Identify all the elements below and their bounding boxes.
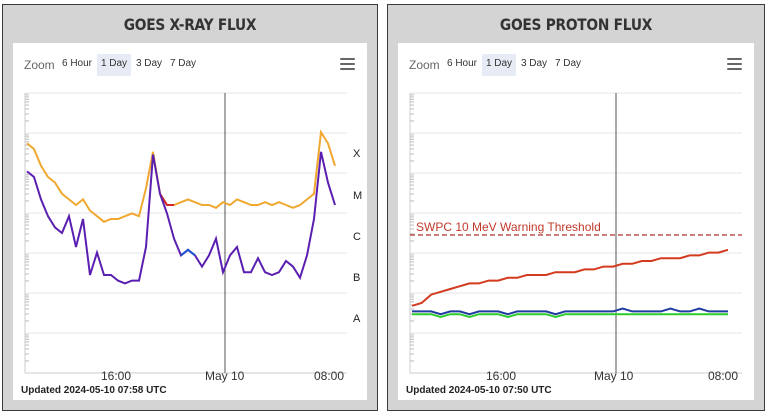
class-label-x: X: [353, 148, 361, 160]
proton-updated-timestamp: Updated 2024-05-10 07:50 UTC: [406, 385, 552, 396]
x-tick-may10: May 10: [205, 369, 245, 383]
zoom-3-day-button[interactable]: 3 Day: [135, 58, 163, 69]
x-tick-may10: May 10: [594, 369, 634, 383]
zoom-7-day-button[interactable]: 7 Day: [169, 58, 197, 69]
x-tick-1600: 16:00: [101, 369, 132, 383]
x-tick-0800: 08:00: [708, 369, 739, 383]
xray-plot-area: [24, 92, 347, 374]
proton-plot-area: [409, 92, 742, 374]
zoom-1-day-button[interactable]: 1 Day: [482, 54, 516, 76]
xray-short-series-line: [26, 151, 336, 285]
x-tick-0800: 08:00: [314, 369, 345, 383]
xray-long-series-line: [26, 129, 336, 223]
proton-high-series-line: [411, 248, 729, 307]
class-label-a: A: [353, 313, 361, 325]
proton-flux-panel: GOES PROTON FLUX Zoom 6 Hour 1 Day 3 Day…: [387, 4, 765, 411]
zoom-6-hour-button[interactable]: 6 Hour: [61, 58, 92, 69]
class-label-m: M: [353, 190, 363, 202]
zoom-6-hour-button[interactable]: 6 Hour: [446, 58, 477, 69]
xray-updated-timestamp: Updated 2024-05-10 07:58 UTC: [21, 385, 167, 396]
zoom-label: Zoom: [24, 58, 55, 72]
class-label-c: C: [353, 231, 361, 243]
x-tick-1600: 16:00: [486, 369, 517, 383]
zoom-3-day-button[interactable]: 3 Day: [520, 58, 548, 69]
hamburger-menu-icon[interactable]: [340, 58, 355, 71]
proton-mid-series-line: [412, 313, 728, 319]
zoom-label: Zoom: [409, 58, 440, 72]
warning-threshold-label: SWPC 10 MeV Warning Threshold: [416, 220, 601, 234]
xray-flux-panel: GOES X-RAY FLUX Zoom 6 Hour 1 Day 3 Day …: [2, 4, 378, 411]
xray-panel-title: GOES X-RAY FLUX: [123, 15, 257, 34]
class-label-b: B: [353, 272, 361, 284]
hamburger-menu-icon[interactable]: [727, 58, 742, 71]
xray-flare-highlight-blue: [180, 248, 196, 257]
proton-low-series-line: [412, 307, 728, 316]
xray-chart: Zoom 6 Hour 1 Day 3 Day 7 Day X M C B A …: [13, 43, 367, 400]
proton-panel-title: GOES PROTON FLUX: [499, 15, 653, 34]
zoom-1-day-button[interactable]: 1 Day: [97, 54, 131, 76]
proton-chart: Zoom 6 Hour 1 Day 3 Day 7 Day SWPC 10 Me…: [398, 43, 754, 400]
zoom-7-day-button[interactable]: 7 Day: [554, 58, 582, 69]
